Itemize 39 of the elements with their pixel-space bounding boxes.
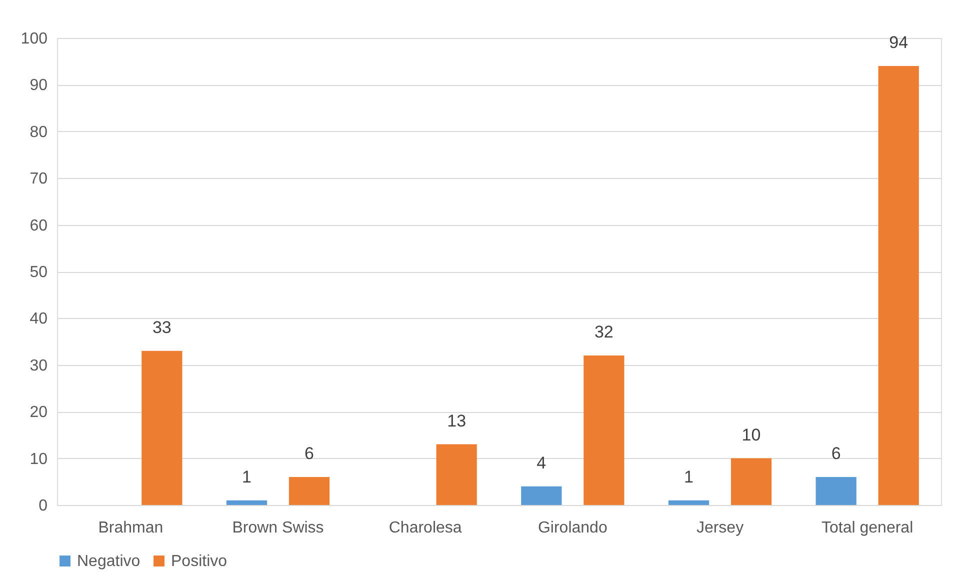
data-label: 1 [242,467,252,486]
legend-label: Positivo [171,553,228,570]
y-tick-label: 30 [30,357,48,374]
y-tick-label: 50 [30,264,48,281]
bar [226,500,268,505]
bar [816,476,856,505]
y-tick-label: 10 [30,450,48,468]
bar [730,458,772,505]
x-tick-label: Brown Swiss [232,520,324,536]
y-tick-label: 70 [30,170,48,188]
data-label: 94 [889,33,908,52]
x-tick-label: Total general [822,520,914,536]
bar [668,500,710,505]
data-label: 6 [831,444,841,463]
data-label: 10 [742,425,761,444]
x-tick-label: Jersey [696,520,744,536]
y-tick-label: 60 [30,217,48,234]
bar [288,476,330,505]
data-label: 33 [152,318,172,337]
y-tick-label: 20 [30,404,48,422]
y-tick-label: 40 [30,310,48,328]
y-tick-label: 0 [38,498,48,514]
legend-label: Negativo [77,553,140,570]
data-label: 1 [684,467,694,486]
data-label: 4 [536,453,546,472]
data-label: 13 [447,411,466,430]
data-label: 32 [594,322,614,342]
x-tick-label: Charolesa [388,520,462,536]
bar [142,350,182,505]
bar [878,66,919,505]
y-tick-label: 80 [30,124,48,141]
y-tick-label: 100 [20,30,48,48]
bar [521,486,562,505]
x-tick-label: Girolando [538,520,608,536]
data-label: 6 [304,444,314,463]
x-tick-label: Brahman [98,520,164,536]
bar [436,444,477,505]
bar [584,356,624,505]
y-tick-label: 90 [30,77,48,94]
